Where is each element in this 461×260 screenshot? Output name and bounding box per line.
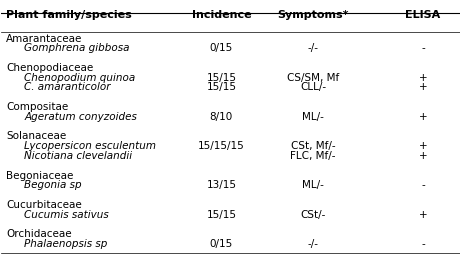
Text: +: + bbox=[419, 112, 427, 122]
Text: Amarantaceae: Amarantaceae bbox=[6, 34, 83, 43]
Text: +: + bbox=[419, 210, 427, 220]
Text: 15/15: 15/15 bbox=[207, 73, 236, 83]
Text: Chenopodium quinoa: Chenopodium quinoa bbox=[24, 73, 136, 83]
Text: Chenopodiaceae: Chenopodiaceae bbox=[6, 63, 93, 73]
Text: Nicotiana clevelandii: Nicotiana clevelandii bbox=[24, 151, 132, 161]
Text: Orchidaceae: Orchidaceae bbox=[6, 229, 71, 239]
Text: Solanaceae: Solanaceae bbox=[6, 131, 66, 141]
Text: 8/10: 8/10 bbox=[210, 112, 233, 122]
Text: +: + bbox=[419, 151, 427, 161]
Text: -: - bbox=[421, 239, 425, 249]
Text: Phalaenopsis sp: Phalaenopsis sp bbox=[24, 239, 108, 249]
Text: +: + bbox=[419, 73, 427, 83]
Text: ELISA: ELISA bbox=[405, 10, 441, 20]
Text: ML/-: ML/- bbox=[302, 112, 324, 122]
Text: Incidence: Incidence bbox=[191, 10, 251, 20]
Text: 13/15: 13/15 bbox=[207, 180, 236, 190]
Text: CSt/-: CSt/- bbox=[300, 210, 325, 220]
Text: C. amaranticolor: C. amaranticolor bbox=[24, 82, 111, 93]
Text: Lycopersicon esculentum: Lycopersicon esculentum bbox=[24, 141, 156, 151]
Text: Cucurbitaceae: Cucurbitaceae bbox=[6, 200, 82, 210]
Text: -/-: -/- bbox=[307, 239, 319, 249]
Text: CSt, Mf/-: CSt, Mf/- bbox=[291, 141, 335, 151]
Text: Plant family/species: Plant family/species bbox=[6, 10, 132, 20]
Text: +: + bbox=[419, 141, 427, 151]
Text: 15/15/15: 15/15/15 bbox=[198, 141, 245, 151]
Text: Ageratum conyzoides: Ageratum conyzoides bbox=[24, 112, 137, 122]
Text: -/-: -/- bbox=[307, 43, 319, 53]
Text: CLL/-: CLL/- bbox=[300, 82, 326, 93]
Text: Gomphrena gibbosa: Gomphrena gibbosa bbox=[24, 43, 130, 53]
Text: CS/SM, Mf: CS/SM, Mf bbox=[287, 73, 339, 83]
Text: 0/15: 0/15 bbox=[210, 43, 233, 53]
Text: FLC, Mf/-: FLC, Mf/- bbox=[290, 151, 336, 161]
Text: Compositae: Compositae bbox=[6, 102, 68, 112]
Text: 15/15: 15/15 bbox=[207, 210, 236, 220]
Text: Begonia sp: Begonia sp bbox=[24, 180, 82, 190]
Text: ML/-: ML/- bbox=[302, 180, 324, 190]
Text: +: + bbox=[419, 82, 427, 93]
Text: -: - bbox=[421, 180, 425, 190]
Text: Symptoms*: Symptoms* bbox=[277, 10, 349, 20]
Text: -: - bbox=[421, 43, 425, 53]
Text: Cucumis sativus: Cucumis sativus bbox=[24, 210, 109, 220]
Text: 15/15: 15/15 bbox=[207, 82, 236, 93]
Text: Begoniaceae: Begoniaceae bbox=[6, 171, 73, 180]
Text: 0/15: 0/15 bbox=[210, 239, 233, 249]
